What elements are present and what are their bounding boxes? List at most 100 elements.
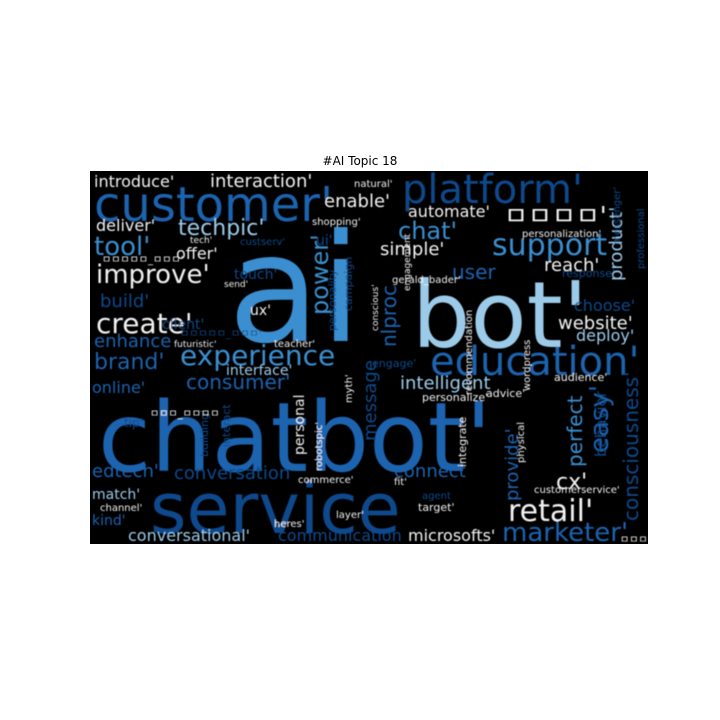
word-intelligent: intelligent [400,373,491,394]
word-campaign: campaign [342,257,355,311]
word-commerce: commerce' [298,475,354,486]
word-custserv: custserv' [240,237,285,248]
word-behavior: behavior [592,390,610,457]
word-symbol: ㅁㅁㅁ_ㅁㅁㅁㅁ [150,409,219,420]
word-build: build' [100,291,149,312]
word-symbol: ㅁㅁㅁㅁㅁ_ㅁㅁㅁ' [102,255,183,266]
word-robotspic: robotspic' [314,422,325,471]
word-send: send' [224,280,248,290]
word-conversational: conversational' [128,526,250,544]
word-communication: communication [278,526,402,544]
word-interact: interact [220,404,233,447]
word-choose: choose' [574,296,635,315]
word-customerservice: customerservice' [534,485,620,496]
word-match: match' [92,487,140,503]
word-provide: provide' [502,428,523,501]
word-response: response' [562,267,615,280]
word-cx: cx' [556,470,587,495]
word-bot: bot' [412,262,588,369]
word-education: education' [430,339,639,385]
word-offer: offer' [176,244,218,263]
word-kind: kind' [92,513,126,529]
word-service: service [150,468,401,544]
word-teacher: teacher' [274,339,315,350]
word-product: product' [606,207,627,281]
word-integrate: integrate [456,416,469,467]
word-gerald-bader: gerald_bader' [392,275,461,286]
word-target: target' [418,501,454,514]
word-personalize: personalize' [422,391,488,404]
word-advice: advice' [486,387,525,400]
word-client: client' [162,317,204,333]
word-edtech: edtech' [92,461,159,482]
word-layer: layer' [336,510,364,521]
word-messenger: messenger' [612,187,623,245]
word-conscious: conscious' [371,284,381,331]
word-marketer: marketer' [502,518,628,544]
word-tool: tool' [94,232,150,262]
word-futuristic: futuristic' [174,340,216,350]
word-automate: automate' [408,202,490,221]
word-personalization: personalization' [522,229,601,240]
word-personal: personal [292,395,308,455]
word-natural: natural' [354,179,393,190]
word-engagement: engagement [403,233,413,291]
word-website: website' [558,313,633,334]
word-interaction: interaction' [210,171,312,192]
word-platform: platform' [402,171,583,213]
word-enable: enable' [324,191,390,212]
word-symbol: ㅁㅁㅁㅁㅁ_ㅁㅁㅁ' [180,329,261,340]
word-conversation: conversation [174,463,290,484]
word-cloud-background [90,171,648,544]
word-message: message [360,360,381,441]
word-consciousness: consciousness' [619,371,643,521]
word-microsofts: microsofts' [408,526,495,544]
word-physical: physical [516,422,527,463]
word-fit: fit' [394,477,407,488]
word-user: user [452,260,496,284]
word-professional: professional [636,208,647,269]
word-building: building' [198,410,211,457]
word-interface: interface' [226,363,292,379]
word-ui: ui' [316,233,333,249]
word-symbol: ㅁㅁㅁㅁ' [504,202,607,232]
word-introduce: introduce' [94,172,174,191]
word-heres: heres' [274,519,305,530]
word-ux: ux' [250,303,271,319]
word-chat: chat' [398,217,457,245]
word-personality: personality [326,269,339,331]
word-enhance: enhance [94,331,171,352]
word-shopping: shopping' [312,217,361,228]
word-techpic: techpic' [178,216,264,241]
word-recommendation: recommendation [464,310,475,395]
word-deliver: deliver' [96,216,155,235]
word-tip: tip' [124,416,143,430]
word-brand: brand' [94,350,164,375]
word-power: power' [306,234,334,315]
word-retail: retail' [508,494,593,529]
word-touch: touch' [234,267,277,283]
plot-title: #AI Topic 18 [322,154,398,168]
word-nlproc: nlproc [377,285,401,347]
word-wordpress: wordpress [522,340,533,391]
word-consumer: consumer' [186,370,291,394]
word-symbol: ㅁㅁㅁ' [620,535,648,544]
word-ai: ai [228,203,362,377]
word-easy: easy' [585,385,615,453]
word-experience: experience [180,339,335,372]
word-reach: reach' [544,255,599,276]
word-create: create' [96,307,193,340]
word-myth: myth' [344,374,355,403]
word-agent: agent [422,491,451,502]
word-chatbot: chatbot' [98,382,492,494]
word-tech: tech' [190,236,212,246]
word-improve: improve' [96,260,210,290]
word-online: online' [92,378,145,397]
word-connect: connect [394,461,466,482]
word-simple: simple' [380,239,444,260]
word-audience: audience' [554,371,607,384]
word-channel: channel' [100,503,142,514]
word-customer: customer' [94,177,333,233]
